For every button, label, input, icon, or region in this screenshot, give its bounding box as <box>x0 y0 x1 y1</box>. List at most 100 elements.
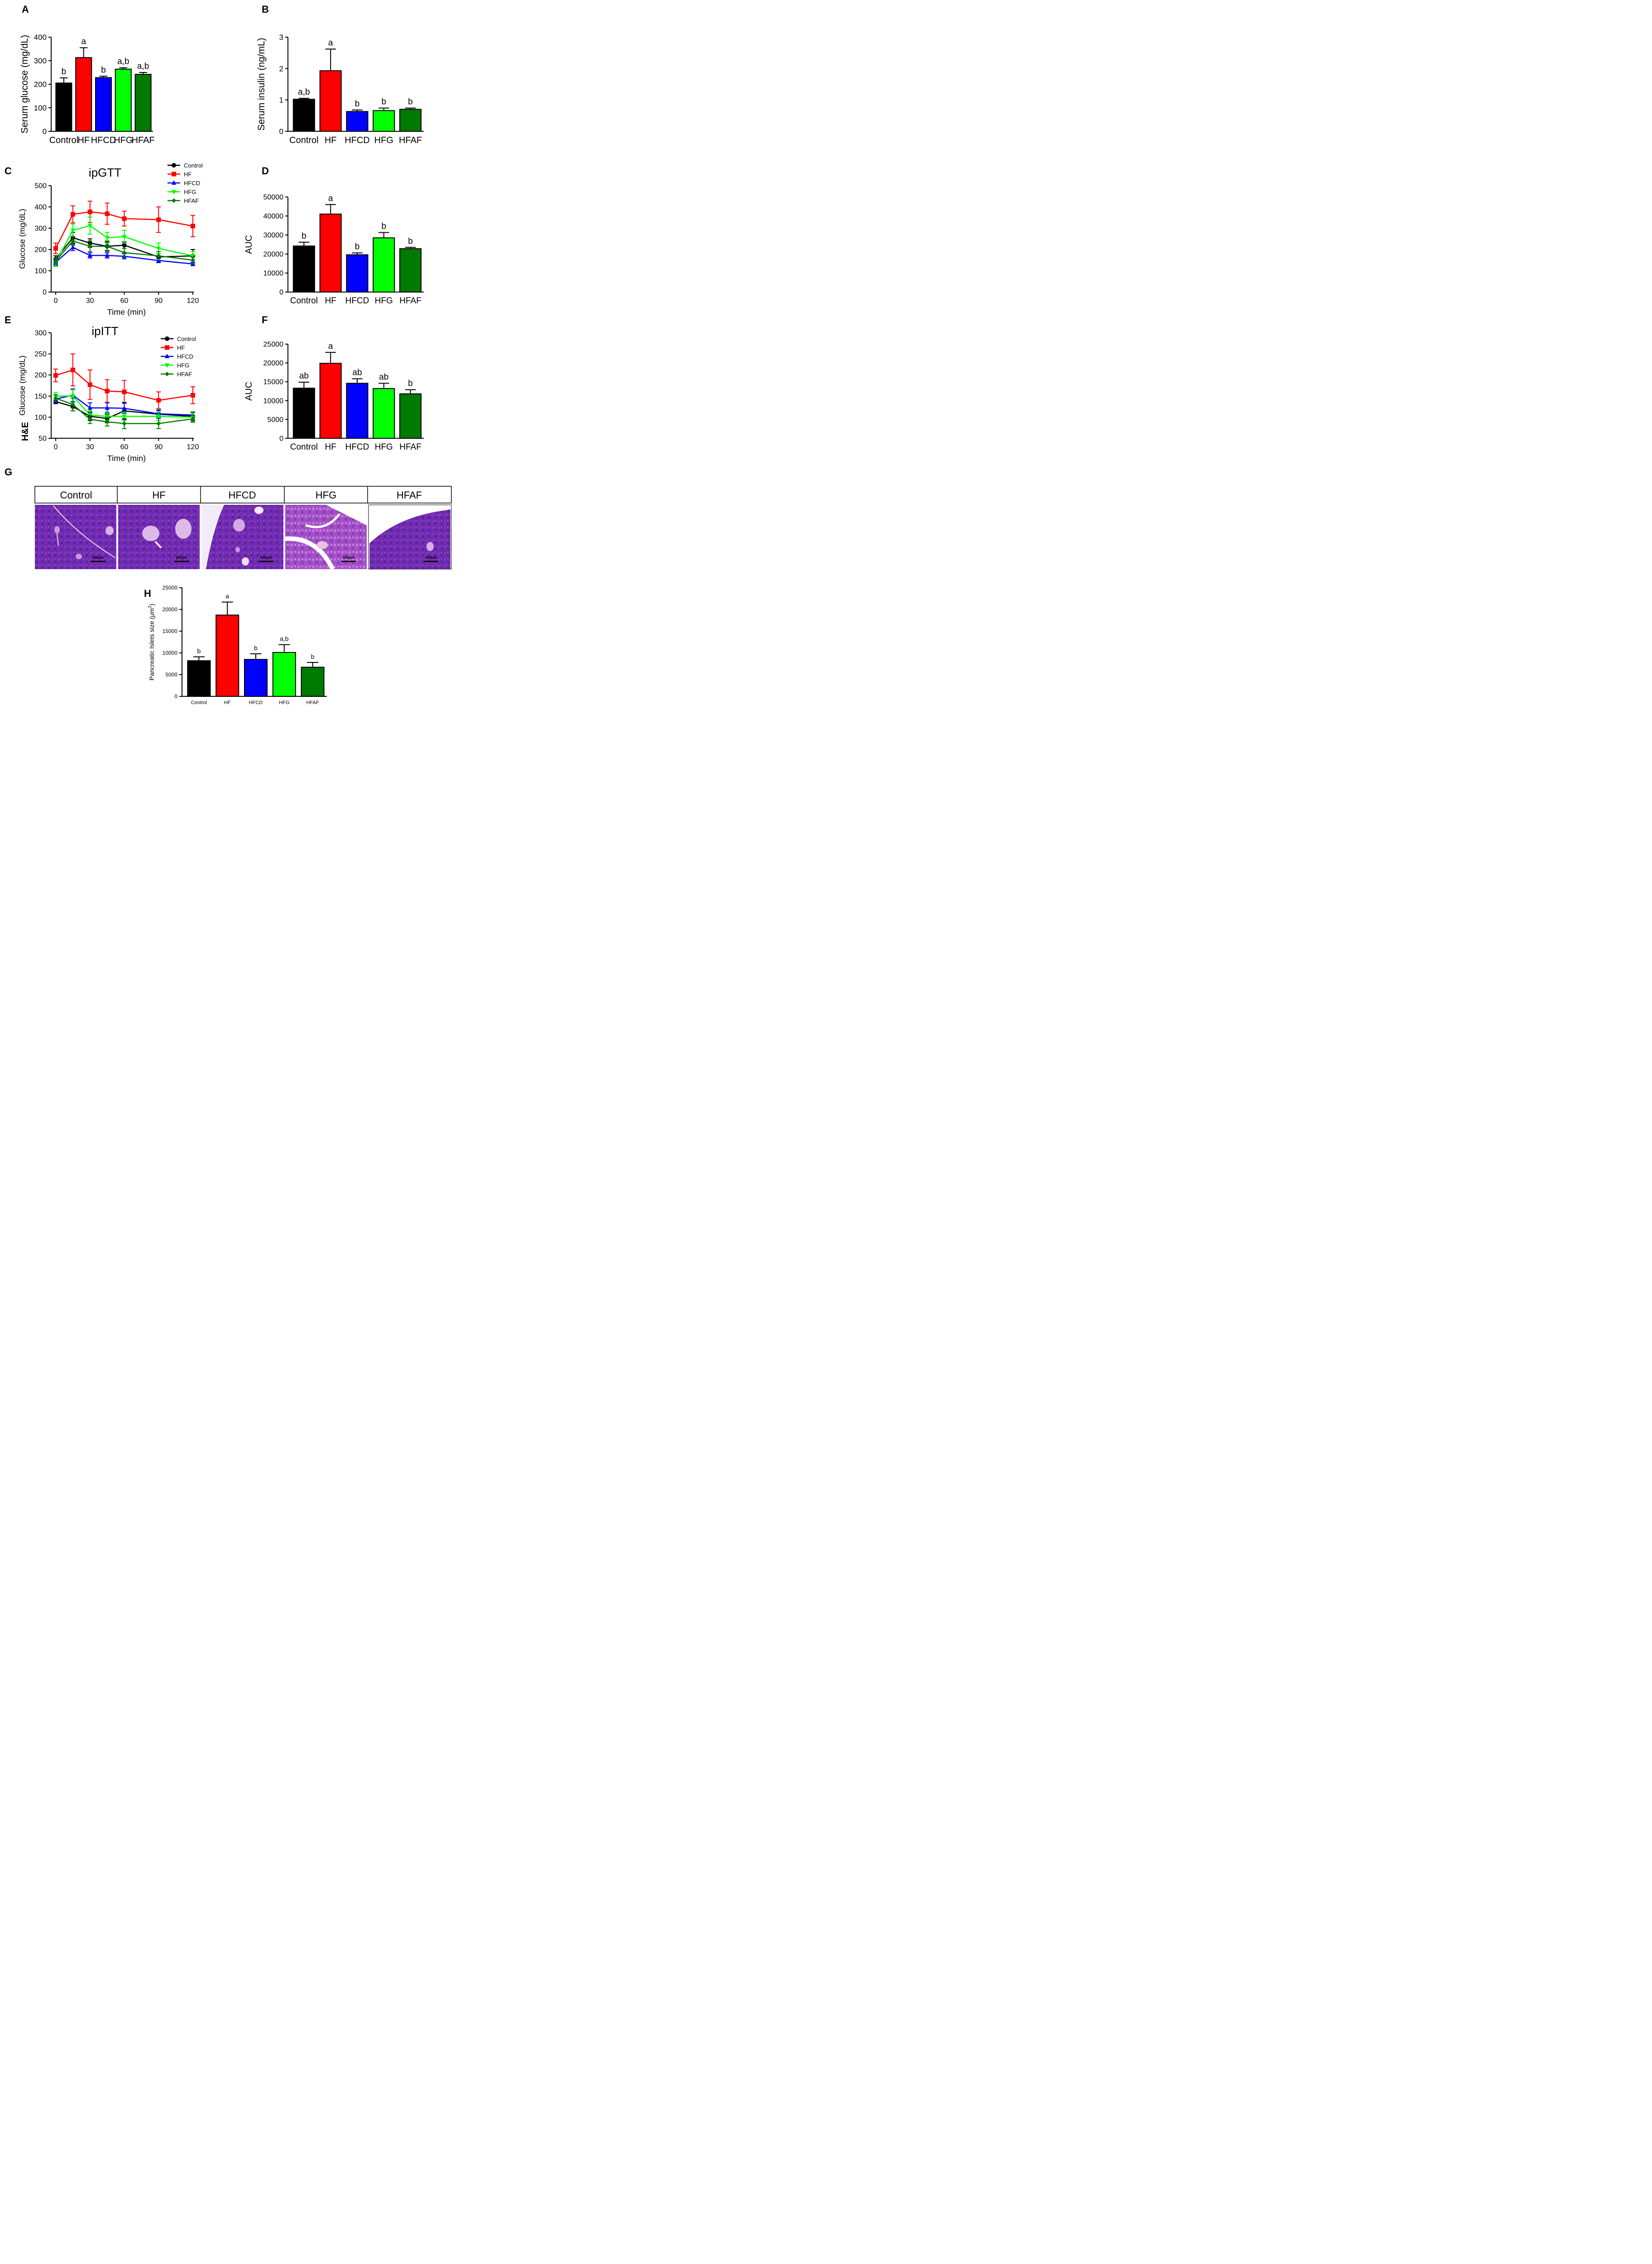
y-tick-label: 40000 <box>263 213 284 221</box>
category-label-hfg: HFG <box>279 700 289 705</box>
data-point <box>122 405 127 410</box>
data-point <box>122 243 127 248</box>
y-tick-label: 300 <box>34 225 47 233</box>
panel-letter-e: E <box>5 314 11 326</box>
category-label-hfg: HFG <box>114 135 133 145</box>
significance-label: b <box>101 65 106 75</box>
y-tick-label: 50000 <box>263 194 284 201</box>
bar-hf <box>75 57 92 132</box>
y-tick-label: 0 <box>279 289 283 297</box>
chart-f: F 0 5000 10000 15000 20000 25000 ab Control a HF ab… <box>244 314 424 452</box>
y-tick-label: 0 <box>279 127 283 136</box>
y-tick-label: 20000 <box>263 251 284 259</box>
scale-bar-label-hfg: 100μm <box>343 556 354 560</box>
legend-marker-hfcd <box>172 180 177 185</box>
data-point <box>70 367 75 372</box>
legend-marker-hfg <box>172 190 177 195</box>
x-tick-label: 0 <box>54 443 58 451</box>
data-point <box>191 258 196 263</box>
series-hf <box>53 201 196 254</box>
header-control: Control <box>60 489 92 501</box>
bar-hfg <box>373 110 395 132</box>
scale-bar-label-hfcd: 100μm <box>260 556 272 560</box>
significance-label: b <box>197 648 201 655</box>
category-label-hfcd: HFCD <box>345 442 369 452</box>
y-tick-label: 0 <box>279 435 283 443</box>
legend-label-control: Control <box>184 162 203 169</box>
y-tick-label: 0 <box>43 127 47 136</box>
data-point <box>87 244 92 249</box>
y-axis-label: Serum glucose (mg/dL) <box>19 35 30 134</box>
significance-label: b <box>311 653 315 660</box>
y-tick-label: 200 <box>34 80 47 89</box>
data-point <box>53 373 58 378</box>
y-tick-label: 200 <box>34 246 47 254</box>
y-tick-label: 400 <box>34 33 47 42</box>
series-hf <box>53 353 196 409</box>
legend-label-hfg: HFG <box>177 362 189 369</box>
legend-marker-control <box>172 163 177 168</box>
data-point <box>105 211 110 216</box>
category-label-hfg: HFG <box>375 296 393 306</box>
bar-control <box>292 99 315 132</box>
category-label-control: Control <box>191 700 207 705</box>
bar-hfg <box>115 68 132 132</box>
significance-label: b <box>381 97 386 107</box>
category-label-hfcd: HFCD <box>345 296 369 306</box>
y-tick-label: 25000 <box>163 585 178 591</box>
legend-label-hfcd: HFCD <box>184 180 200 187</box>
x-tick-label: 60 <box>120 443 129 451</box>
category-label-hfg: HFG <box>375 442 393 452</box>
legend-marker-hf <box>165 345 170 350</box>
chart-h: H 0 5000 10000 15000 20000 25000 b Control a HF b HF… <box>144 585 327 705</box>
bar-hfcd <box>95 77 112 132</box>
x-tick-label: 120 <box>187 297 199 305</box>
header-hfaf: HFAF <box>397 489 422 501</box>
y-tick-label: 100 <box>34 268 47 275</box>
y-tick-label: 100 <box>34 414 47 422</box>
significance-label: a <box>81 37 86 46</box>
data-point <box>70 239 75 244</box>
chart-title: ipGTT <box>89 166 121 179</box>
y-tick-label: 150 <box>34 393 47 400</box>
y-axis-label: Serum insulin (ng/mL) <box>256 38 267 130</box>
data-point <box>105 389 110 393</box>
y-axis-label: Glucose (mg/dL) <box>18 355 27 416</box>
group-header-row <box>34 486 452 504</box>
he-row-label: H&E <box>20 422 30 441</box>
bar-hf <box>319 363 342 439</box>
y-axis-label: Glucose (mg/dL) <box>18 209 27 269</box>
he-image-hf: 100μm <box>118 504 200 569</box>
figure: A0100200300400bControlaHFbHFCDa,bHFGa,bH… <box>5 4 452 705</box>
bar-hfaf <box>399 109 422 132</box>
bar-hfaf <box>399 248 422 293</box>
data-point <box>122 389 127 394</box>
data-point <box>53 259 58 264</box>
y-axis-label: Pancreatic Islets size (μm2) <box>148 604 155 681</box>
significance-label: a,b <box>137 62 149 71</box>
legend-marker-hfaf <box>165 371 170 376</box>
data-point <box>105 253 110 258</box>
y-tick-label: 250 <box>34 350 47 358</box>
significance-label: b <box>62 67 67 77</box>
legend-label-control: Control <box>177 336 196 342</box>
y-tick-label: 10000 <box>263 270 284 278</box>
y-tick-label: 300 <box>34 330 47 337</box>
bar-hfcd <box>346 383 369 439</box>
y-tick-label: 15000 <box>163 628 178 634</box>
data-point <box>191 224 196 229</box>
x-tick-label: 30 <box>86 297 94 305</box>
significance-label: a <box>328 38 333 48</box>
category-label-hf: HF <box>325 296 336 306</box>
data-point <box>87 382 92 387</box>
data-point <box>122 414 127 419</box>
y-tick-label: 500 <box>34 182 47 190</box>
y-tick-label: 3 <box>279 33 283 42</box>
data-point <box>87 253 92 258</box>
y-tick-label: 1 <box>279 96 283 105</box>
data-point <box>156 246 161 251</box>
y-tick-label: 200 <box>34 372 47 379</box>
y-axis-label: AUC <box>244 235 254 254</box>
data-point <box>105 414 110 419</box>
significance-label: ab <box>352 368 362 377</box>
